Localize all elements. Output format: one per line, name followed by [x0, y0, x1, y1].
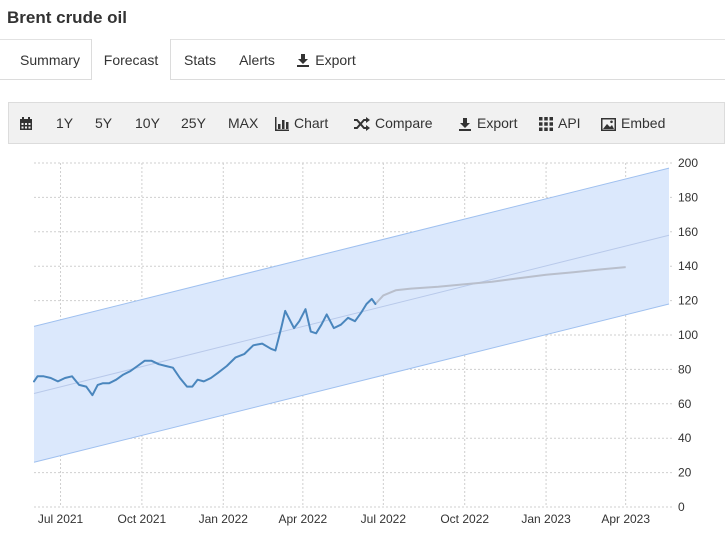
compare-button[interactable]: Compare [354, 103, 433, 143]
bar-chart-icon [275, 117, 289, 131]
x-tick-label-4: Jul 2022 [361, 512, 407, 526]
y-tick-label-8: 160 [678, 225, 698, 239]
forecast-band [33, 167, 670, 463]
tab-forecast-label: Forecast [103, 52, 159, 68]
y-tick-label-9: 180 [678, 190, 698, 204]
y-tick-label-5: 100 [678, 328, 698, 342]
band-lower-edge [33, 303, 670, 463]
export-button-label: Export [477, 115, 518, 131]
y-tick-label-7: 140 [678, 259, 698, 273]
page-title: Brent crude oil [7, 8, 127, 27]
y-tick-label-10: 200 [678, 156, 698, 170]
x-tick-label-2: Jan 2022 [199, 512, 249, 526]
tab-alerts-label: Alerts [239, 52, 275, 68]
tab-summary-label: Summary [20, 52, 80, 68]
tab-export-label: Export [315, 52, 356, 68]
range-1y-button[interactable]: 1Y [56, 115, 74, 131]
range-max-button[interactable]: MAX [228, 115, 259, 131]
trend-line [33, 234, 670, 394]
range-10y-button[interactable]: 10Y [135, 115, 160, 131]
x-tick-label-7: Apr 2023 [601, 512, 650, 526]
download-icon [297, 54, 310, 67]
y-tick-label-2: 40 [678, 431, 692, 445]
chart-button[interactable]: Chart [275, 103, 328, 143]
x-tick-label-5: Oct 2022 [440, 512, 489, 526]
tab-bar: Summary Forecast Stats Alerts Export [0, 39, 725, 80]
x-tick-label-1: Oct 2021 [118, 512, 167, 526]
y-axis-ticks: 0 20 40 60 80 100 120 140 160 180 200 [678, 156, 698, 514]
range-25y-button[interactable]: 25Y [181, 115, 206, 131]
x-axis-ticks: Jul 2021 Oct 2021 Jan 2022 Apr 2022 Jul 2022… [38, 512, 650, 526]
y-tick-label-4: 80 [678, 362, 692, 376]
series-history-line [33, 297, 377, 397]
tab-stats[interactable]: Stats [178, 40, 222, 80]
chart-button-label: Chart [294, 115, 329, 131]
tab-forecast[interactable]: Forecast [91, 39, 171, 80]
chart-toolbar: 1Y 5Y 10Y 25Y MAX Chart Compare Export A… [8, 102, 725, 144]
y-tick-label-1: 20 [678, 466, 692, 480]
x-tick-label-0: Jul 2021 [38, 512, 84, 526]
embed-button-label: Embed [621, 115, 666, 131]
api-button-label: API [558, 115, 581, 131]
image-icon [601, 118, 616, 131]
chart-svg: 0 20 40 60 80 100 120 140 160 180 200 Jul 2021 Oct … [33, 156, 698, 526]
tab-stats-label: Stats [184, 52, 216, 68]
x-tick-label-3: Apr 2022 [279, 512, 328, 526]
calendar-icon [20, 117, 32, 130]
embed-button[interactable]: Embed [601, 103, 665, 143]
band-upper-edge [33, 167, 670, 327]
shuffle-icon [354, 117, 370, 131]
x-tick-label-6: Jan 2023 [521, 512, 571, 526]
forecast-chart: 0 20 40 60 80 100 120 140 160 180 200 Jul 2021 Oct … [8, 144, 725, 543]
y-tick-label-6: 120 [678, 294, 698, 308]
grid-icon [539, 117, 553, 131]
api-button[interactable]: API [539, 103, 581, 143]
chart-lines [33, 266, 626, 397]
export-button[interactable]: Export [458, 103, 517, 143]
calendar-button[interactable] [19, 103, 38, 143]
download-icon [459, 118, 471, 131]
confidence-band [34, 168, 669, 463]
tab-export[interactable]: Export [292, 40, 360, 80]
tab-summary[interactable]: Summary [9, 40, 91, 80]
compare-button-label: Compare [375, 115, 433, 131]
tab-alerts[interactable]: Alerts [234, 40, 280, 80]
range-5y-button[interactable]: 5Y [95, 115, 113, 131]
y-tick-label-3: 60 [678, 397, 692, 411]
y-tick-label-0: 0 [678, 500, 685, 514]
series-forecast-line [374, 266, 626, 305]
